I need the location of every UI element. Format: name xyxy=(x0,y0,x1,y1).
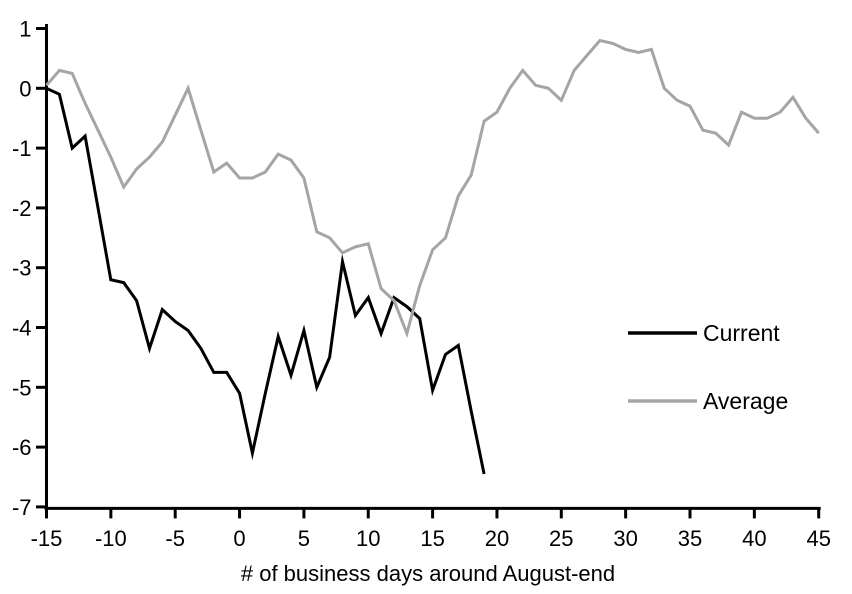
x-tick-label: 15 xyxy=(420,526,444,551)
x-tick-label: -10 xyxy=(95,526,127,551)
y-tick-label: 0 xyxy=(19,76,31,101)
x-axis-title: # of business days around August-end xyxy=(241,561,615,586)
y-tick-label: -4 xyxy=(12,316,32,341)
x-tick-label: 5 xyxy=(298,526,310,551)
legend: Current Average xyxy=(628,320,788,414)
x-tick-label: 30 xyxy=(613,526,637,551)
x-tick-label: -5 xyxy=(165,526,185,551)
legend-label-average: Average xyxy=(703,388,788,414)
legend-label-current: Current xyxy=(703,320,780,346)
x-tick-label: 35 xyxy=(678,526,702,551)
series-line-average xyxy=(45,38,820,339)
x-tick-label: 25 xyxy=(549,526,573,551)
x-tick-label: 0 xyxy=(233,526,245,551)
x-tick-label: 40 xyxy=(742,526,766,551)
y-tick-label: -7 xyxy=(12,495,32,520)
y-tick-label: -3 xyxy=(12,256,32,281)
x-tick-label: 10 xyxy=(356,526,380,551)
y-tick-label: -6 xyxy=(12,435,32,460)
x-tick-label: 20 xyxy=(485,526,509,551)
x-tick-label: 45 xyxy=(806,526,830,551)
y-tick-label: 1 xyxy=(19,17,31,42)
y-tick-label: -1 xyxy=(12,136,32,161)
x-tick-label: -15 xyxy=(31,526,63,551)
y-tick-label: -5 xyxy=(12,375,32,400)
y-tick-label: -2 xyxy=(12,196,32,221)
series-line-current xyxy=(45,86,486,475)
